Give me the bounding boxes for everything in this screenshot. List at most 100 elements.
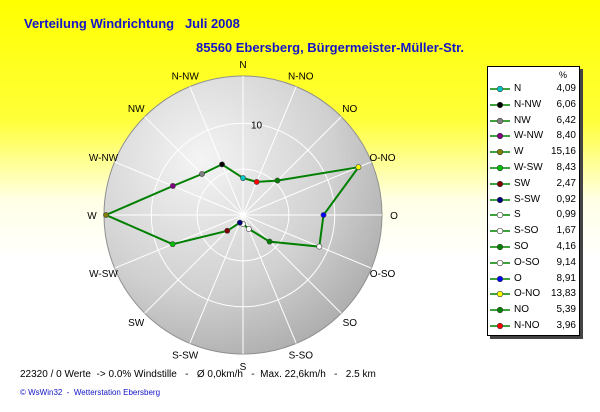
- legend-item-label: NW: [514, 114, 531, 126]
- legend-marker-icon: [490, 322, 510, 330]
- direction-label-s-sw: S-SW: [172, 351, 199, 362]
- data-point-o-no: [355, 164, 362, 171]
- legend-item: S-SO 1,67: [490, 225, 576, 238]
- legend-marker-icon: [490, 180, 510, 187]
- legend-item-value: 6,06: [556, 98, 576, 110]
- grid-spoke: [144, 116, 244, 216]
- direction-label-w-sw: W-SW: [89, 269, 118, 280]
- legend-item-value: 4,09: [556, 83, 576, 94]
- legend-item-label: N-NW: [514, 98, 542, 110]
- legend-marker-icon: [490, 149, 510, 156]
- chart-subtitle: 85560 Ebersberg, Bürgermeister-Müller-St…: [196, 40, 465, 55]
- legend-item-value: 0,92: [556, 193, 576, 205]
- legend-marker-icon: [490, 117, 510, 124]
- polar-grid: [104, 76, 382, 354]
- legend-marker-icon: [490, 85, 510, 93]
- grid-spoke: [189, 214, 244, 344]
- direction-label-o: O: [390, 211, 398, 222]
- data-point-n-nw: [219, 161, 225, 168]
- legend-marker-icon: [490, 164, 510, 172]
- legend-item: N-NO 3,96: [490, 320, 576, 333]
- legend-item: SW 2,47: [490, 178, 576, 191]
- footer-stats: 22320 / 0 Werte -> 0.0% Windstille - Ø 0…: [20, 369, 376, 380]
- grid-spoke: [114, 161, 244, 216]
- data-point-n: [240, 175, 246, 181]
- legend-marker-icon: [490, 275, 510, 282]
- legend-item-label: S-SO: [514, 225, 539, 237]
- direction-label-s-so: S-SO: [289, 351, 314, 362]
- direction-label-n-no: N-NO: [288, 72, 314, 83]
- legend-item-value: 1,67: [556, 225, 576, 237]
- grid-spoke: [242, 86, 297, 216]
- legend-marker-icon: [490, 291, 510, 298]
- direction-label-o-so: O-SO: [370, 269, 396, 280]
- legend-item: W-SW 8,43: [490, 162, 576, 175]
- data-point-o: [320, 212, 327, 218]
- direction-label-no: NO: [342, 104, 357, 115]
- legend-item-label: W-NW: [514, 130, 544, 142]
- data-point-s-sw: [236, 219, 243, 226]
- direction-label-n: N: [239, 60, 246, 71]
- direction-label-so: SO: [343, 318, 358, 329]
- legend-marker-icon: [490, 259, 510, 266]
- legend-item-value: 8,40: [556, 130, 576, 142]
- legend: % N 4,09 N-NW 6,06 NW 6,42 W-NW 8,40 W 15,16 W-SW 8…: [487, 66, 580, 336]
- direction-label-sw: SW: [128, 318, 145, 329]
- data-markers: [103, 161, 362, 250]
- direction-label-o-no: O-NO: [369, 153, 395, 164]
- legend-item: NW 6,42: [490, 115, 576, 128]
- legend-item-label: SO: [514, 241, 529, 252]
- data-point-sw: [224, 227, 231, 234]
- grid-spoke: [242, 161, 372, 216]
- legend-marker-icon: [490, 196, 510, 203]
- direction-label-s: S: [240, 362, 247, 373]
- grid-spoke: [242, 214, 342, 314]
- legend-item-label: N: [514, 83, 522, 94]
- legend-marker-icon: [490, 243, 510, 251]
- data-point-n-no: [253, 179, 260, 185]
- legend-item: N 4,09: [490, 83, 576, 96]
- legend-item-label: W: [514, 146, 524, 158]
- legend-item: W-NW 8,40: [490, 130, 576, 143]
- legend-item-label: W-SW: [514, 162, 543, 173]
- direction-label-w-nw: W-NW: [89, 153, 119, 164]
- legend-item-value: 3,96: [556, 320, 576, 331]
- legend-item-value: 0,99: [556, 209, 576, 221]
- footer-credit: © WsWin32 - Wetterstation Ebersberg: [20, 388, 161, 397]
- legend-item: S 0,99: [490, 209, 576, 222]
- data-point-w: [103, 212, 109, 218]
- data-point-o-so: [316, 243, 323, 250]
- legend-item-label: S: [514, 209, 521, 221]
- legend-item-value: 8,91: [556, 272, 576, 284]
- legend-item-value: 5,39: [556, 304, 576, 316]
- direction-label-w: W: [87, 211, 97, 222]
- legend-item-value: 4,16: [556, 241, 576, 252]
- legend-item: NO 5,39: [490, 304, 576, 317]
- legend-item: S-SW 0,92: [490, 194, 576, 207]
- legend-item-label: N-NO: [514, 320, 540, 331]
- data-point-w-nw: [169, 183, 176, 189]
- legend-item-value: 2,47: [556, 177, 576, 189]
- legend-item: W 15,16: [490, 146, 576, 159]
- legend-item-value: 9,14: [556, 256, 576, 268]
- ring-label: 10: [251, 121, 263, 132]
- chart-title: Verteilung Windrichtung Juli 2008: [24, 16, 240, 31]
- legend-marker-icon: [490, 101, 510, 108]
- direction-labels: N N-NO NO O-NO O O-SO SO S-SO S S-SW SW W-SW W W-NW NW…: [87, 60, 398, 373]
- legend-item-label: O-SO: [514, 256, 540, 268]
- data-point-so: [266, 238, 273, 245]
- legend-item-label: S-SW: [514, 193, 541, 205]
- legend-item-value: 13,83: [550, 288, 576, 300]
- legend-item: O-NO 13,83: [490, 288, 576, 301]
- grid-spoke: [242, 214, 372, 269]
- legend-marker-icon: [490, 133, 510, 140]
- legend-item: SO 4,16: [490, 241, 576, 254]
- data-point-nw: [199, 171, 205, 177]
- legend-marker-icon: [490, 307, 510, 314]
- data-point-w-sw: [169, 241, 176, 248]
- direction-label-nw: NW: [128, 104, 145, 115]
- data-point-no: [274, 177, 281, 184]
- legend-marker-icon: [490, 228, 510, 235]
- legend-item: O-SO 9,14: [490, 257, 576, 270]
